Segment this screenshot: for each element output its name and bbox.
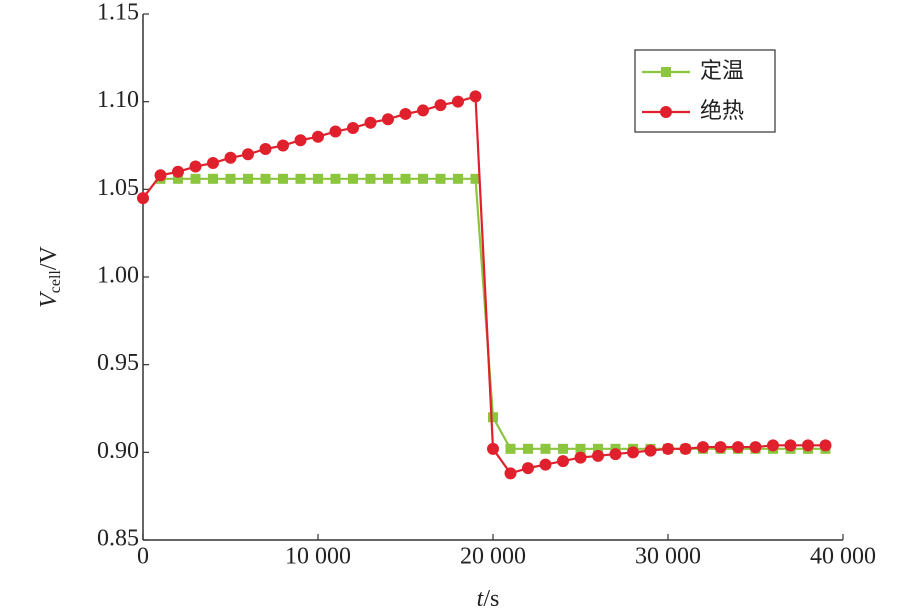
y-tick-label: 1.05: [97, 175, 139, 201]
data-point: [330, 173, 341, 184]
x-tick-label: 30 000: [635, 544, 701, 570]
data-point: [679, 442, 692, 455]
data-point: [557, 455, 569, 468]
data-point: [190, 173, 201, 184]
data-point: [697, 441, 709, 454]
x-tick-label: 0: [137, 544, 149, 570]
data-point: [714, 441, 727, 454]
data-point: [137, 192, 149, 205]
series-line: [160, 177, 826, 450]
data-point: [802, 439, 814, 452]
data-point: [154, 169, 167, 182]
data-point: [225, 173, 236, 184]
data-point: [278, 173, 288, 184]
data-point: [329, 125, 342, 138]
y-tick-label: 0.90: [97, 438, 139, 464]
x-tick-label: 10 000: [285, 544, 351, 570]
data-point: [260, 173, 271, 184]
data-point: [418, 173, 428, 184]
data-point: [348, 173, 358, 184]
x-label-var: t: [477, 586, 485, 612]
data-point: [453, 173, 463, 184]
data-point: [784, 439, 797, 452]
x-axis-label: t/s: [477, 586, 500, 612]
data-point: [575, 443, 586, 454]
data-point: [435, 173, 446, 184]
legend-box: [634, 49, 776, 133]
data-point: [574, 451, 587, 464]
y-tick-label: 1.15: [97, 0, 139, 26]
data-point: [208, 173, 218, 184]
data-point: [662, 442, 674, 455]
data-point: [469, 90, 482, 103]
data-point: [365, 173, 376, 184]
data-point: [819, 439, 832, 452]
y-tick-label: 0.85: [97, 526, 139, 552]
data-point: [540, 443, 551, 454]
data-point: [224, 151, 237, 164]
y-axis-label: Vcell/V: [36, 245, 64, 307]
data-point: [313, 173, 323, 184]
data-point: [259, 143, 272, 156]
data-point: [644, 444, 657, 457]
data-point: [487, 442, 499, 455]
data-point: [452, 95, 464, 108]
y-tick-label: 1.00: [97, 263, 139, 289]
data-point: [488, 412, 498, 423]
data-point: [382, 113, 394, 126]
y-tick-label: 1.10: [97, 87, 139, 113]
data-point: [312, 130, 324, 143]
legend-text: 绝热: [700, 99, 744, 124]
data-point: [189, 160, 202, 173]
data-point: [627, 446, 639, 459]
data-point: [732, 441, 744, 454]
data-point: [558, 443, 568, 454]
data-point: [749, 441, 762, 454]
data-point: [172, 165, 184, 178]
data-point: [523, 443, 533, 454]
x-tick-label: 20 000: [460, 544, 526, 570]
data-point: [609, 448, 622, 461]
data-point: [399, 107, 412, 120]
y-label-sub: cell: [47, 270, 64, 294]
data-point: [242, 148, 254, 161]
data-point: [593, 443, 603, 454]
data-point: [207, 157, 219, 170]
data-point: [592, 449, 604, 462]
data-point: [243, 173, 253, 184]
legend-marker: [660, 106, 672, 118]
data-point: [434, 99, 447, 112]
data-point: [470, 173, 481, 184]
x-tick-label: 40 000: [810, 544, 876, 570]
data-point: [539, 458, 552, 471]
data-point: [295, 173, 306, 184]
data-point: [522, 462, 534, 475]
data-point: [767, 439, 779, 452]
data-point: [364, 116, 377, 129]
data-point: [277, 139, 289, 152]
data-point: [417, 104, 429, 117]
data-point: [504, 467, 517, 480]
x-label-unit: /s: [483, 586, 499, 612]
series-line: [142, 94, 826, 475]
data-point: [173, 173, 183, 184]
data-point: [347, 121, 359, 134]
legend-marker: [661, 67, 671, 77]
data-point: [383, 173, 393, 184]
data-point: [505, 443, 516, 454]
data-point: [294, 134, 307, 147]
y-tick-label: 0.95: [97, 350, 139, 376]
data-point: [400, 173, 411, 184]
y-label-var: V: [36, 291, 62, 308]
legend-text: 定温: [700, 59, 744, 84]
y-label-unit: /V: [36, 245, 62, 270]
